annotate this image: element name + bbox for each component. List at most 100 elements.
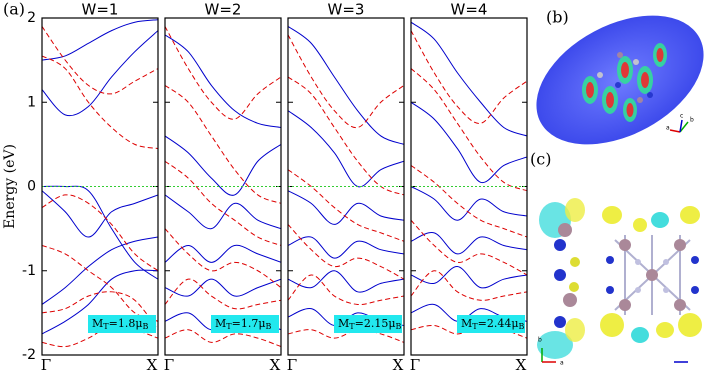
band — [165, 160, 281, 246]
panel-c-label: (c) — [530, 150, 551, 169]
band — [288, 274, 404, 306]
axis-letter: b — [538, 337, 542, 344]
annotation-part: μ — [135, 317, 142, 330]
x-tick-label: Γ — [410, 356, 420, 374]
bands — [42, 19, 158, 348]
band — [42, 269, 158, 335]
annotation-part: M — [338, 317, 349, 330]
annotation-part: =1.8 — [109, 317, 136, 330]
band — [288, 329, 404, 343]
band — [42, 26, 158, 95]
axis-letter: b — [690, 117, 694, 124]
x-tick-label: X — [147, 356, 158, 374]
y-tick-label: -2 — [22, 347, 36, 363]
band — [42, 55, 158, 150]
x-tick-label: X — [516, 356, 527, 374]
bands — [288, 26, 404, 343]
band — [165, 26, 281, 120]
band — [165, 228, 281, 289]
band — [165, 34, 281, 129]
y-tick-label: 0 — [27, 179, 36, 195]
frame — [410, 17, 528, 356]
y-tick-label: 1 — [27, 94, 36, 110]
annotation-part: =2.44 — [478, 317, 512, 330]
annotation-part: T — [103, 322, 109, 331]
band — [165, 278, 281, 297]
annotation: MT=1.7μB — [215, 317, 271, 331]
band — [288, 236, 404, 259]
y-tick-label: -1 — [22, 263, 36, 279]
annotation-part: μ — [511, 317, 518, 330]
x-tick-label: X — [270, 356, 281, 374]
annotation-part: B — [395, 322, 401, 331]
band — [288, 270, 404, 293]
x-tick-label: Γ — [41, 356, 51, 374]
panel-title: W=3 — [328, 1, 365, 19]
annotation-box — [211, 315, 279, 333]
band — [165, 278, 281, 310]
band — [42, 30, 158, 117]
band — [42, 245, 158, 322]
panel-title: W=2 — [205, 1, 242, 19]
bands — [411, 21, 527, 339]
x-tick-label: X — [393, 356, 404, 374]
annotation-part: μ — [388, 317, 395, 330]
panel-title: W=4 — [451, 1, 488, 19]
annotation-part: B — [142, 322, 148, 331]
band — [165, 135, 281, 196]
panel-title: W=1 — [82, 1, 119, 19]
band — [288, 110, 404, 188]
band — [411, 165, 527, 238]
band — [411, 266, 527, 289]
annotation-box — [88, 315, 156, 333]
annotation-part: =2.15 — [355, 317, 389, 330]
annotation-part: T — [472, 322, 478, 331]
panel-b-image — [536, 15, 704, 145]
annotation-part: B — [518, 322, 524, 331]
x-tick-label: Γ — [164, 356, 174, 374]
annotation-box — [457, 315, 525, 333]
frame — [41, 17, 159, 356]
band — [288, 76, 404, 196]
band — [411, 101, 527, 184]
axis-letter: c — [680, 113, 683, 120]
band — [411, 232, 527, 255]
axis-letter: a — [560, 360, 564, 367]
band — [411, 21, 527, 137]
band — [42, 185, 158, 280]
band — [288, 169, 404, 242]
annotation: MT=2.15μB — [338, 317, 401, 331]
figure-label: (a) — [3, 0, 25, 19]
band — [411, 68, 527, 192]
annotation: MT=2.44μB — [461, 317, 524, 331]
annotation: MT=1.8μB — [92, 317, 148, 331]
annotation-part: M — [92, 317, 103, 330]
annotation-part: =1.7 — [232, 317, 259, 330]
annotation-part: T — [226, 322, 232, 331]
band — [288, 224, 404, 280]
x-tick-label: Γ — [287, 356, 297, 374]
axis-letter: a — [666, 125, 670, 132]
annotation-part: μ — [258, 317, 265, 330]
band — [165, 194, 281, 230]
band — [42, 19, 158, 61]
band — [288, 190, 404, 225]
panel-c-image — [537, 190, 702, 370]
frame — [164, 17, 282, 356]
y-axis-label: Energy (eV) — [2, 144, 18, 229]
band — [42, 236, 158, 305]
band — [42, 194, 158, 272]
band — [42, 190, 158, 238]
annotation-box — [334, 315, 402, 333]
annotation-part: M — [461, 317, 472, 330]
frame — [287, 17, 405, 356]
panel-b-label: (b) — [546, 8, 569, 27]
band — [288, 26, 404, 145]
band — [165, 244, 281, 263]
y-tick-label: 2 — [27, 10, 36, 26]
band — [288, 34, 404, 129]
band — [411, 30, 527, 124]
band — [411, 270, 527, 301]
annotation-part: B — [265, 322, 271, 331]
